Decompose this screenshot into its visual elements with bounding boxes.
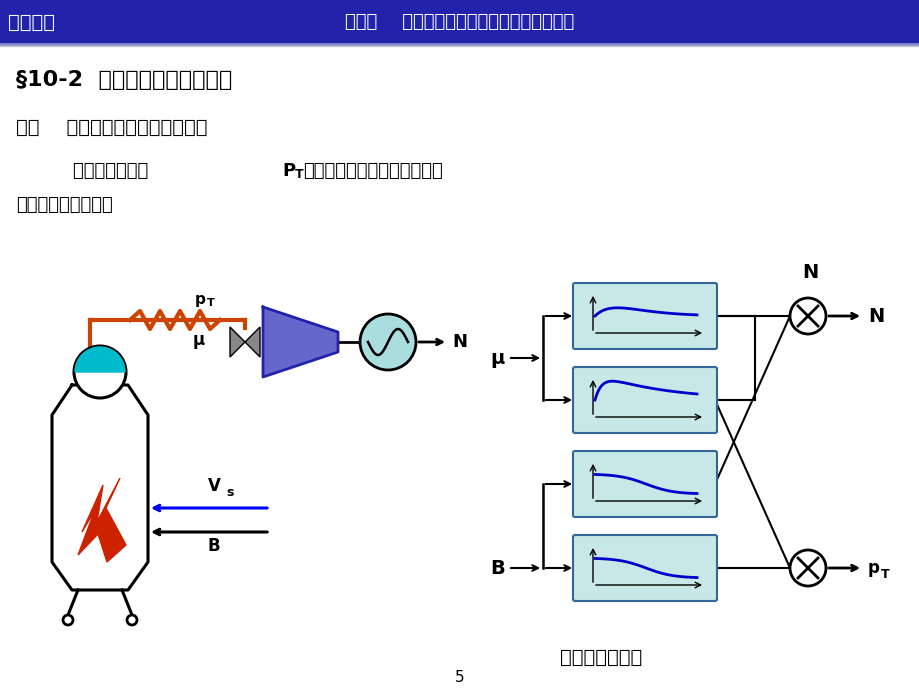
Circle shape: [789, 550, 825, 586]
Text: T: T: [207, 298, 214, 308]
Circle shape: [74, 346, 126, 398]
Text: 一、    负荷控制系统的控制任务：: 一、 负荷控制系统的控制任务：: [16, 118, 208, 137]
Wedge shape: [75, 347, 125, 372]
Text: N: N: [867, 306, 883, 326]
Text: 负荷对象特性：: 负荷对象特性：: [560, 648, 641, 667]
Text: B: B: [208, 537, 220, 555]
FancyBboxPatch shape: [573, 283, 716, 349]
Text: μ: μ: [193, 331, 205, 349]
Text: §10-2  单元机组负荷控制系统: §10-2 单元机组负荷控制系统: [16, 70, 232, 90]
Text: μ: μ: [490, 348, 505, 368]
Text: s: s: [226, 486, 233, 498]
Bar: [0, 0, 919, 44]
Polygon shape: [263, 307, 337, 377]
Polygon shape: [230, 327, 244, 357]
Text: 稳定的前提下，紧密跟踪电网: 稳定的前提下，紧密跟踪电网: [302, 162, 442, 180]
Polygon shape: [52, 385, 148, 590]
Circle shape: [789, 298, 825, 334]
Circle shape: [62, 615, 73, 625]
Text: 5: 5: [455, 670, 464, 685]
Circle shape: [127, 615, 137, 625]
Circle shape: [359, 314, 415, 370]
FancyBboxPatch shape: [573, 451, 716, 517]
Polygon shape: [78, 478, 126, 562]
Text: p: p: [195, 292, 206, 307]
Text: p: p: [867, 559, 879, 577]
Text: 第十章    火力发电厂大型单元机组的自动控制: 第十章 火力发电厂大型单元机组的自动控制: [345, 13, 574, 31]
Text: 过程控制: 过程控制: [8, 12, 55, 32]
Text: 在保持主汽压力: 在保持主汽压力: [50, 162, 148, 180]
FancyBboxPatch shape: [573, 367, 716, 433]
Text: 对机组负荷的要求。: 对机组负荷的要求。: [16, 196, 113, 214]
Text: V: V: [208, 477, 221, 495]
Text: N: N: [801, 263, 817, 282]
Text: T: T: [295, 168, 303, 181]
Text: N: N: [451, 333, 467, 351]
FancyBboxPatch shape: [573, 535, 716, 601]
Text: T: T: [880, 567, 889, 580]
Text: B: B: [490, 558, 505, 578]
Text: P: P: [282, 162, 295, 180]
Polygon shape: [244, 327, 260, 357]
